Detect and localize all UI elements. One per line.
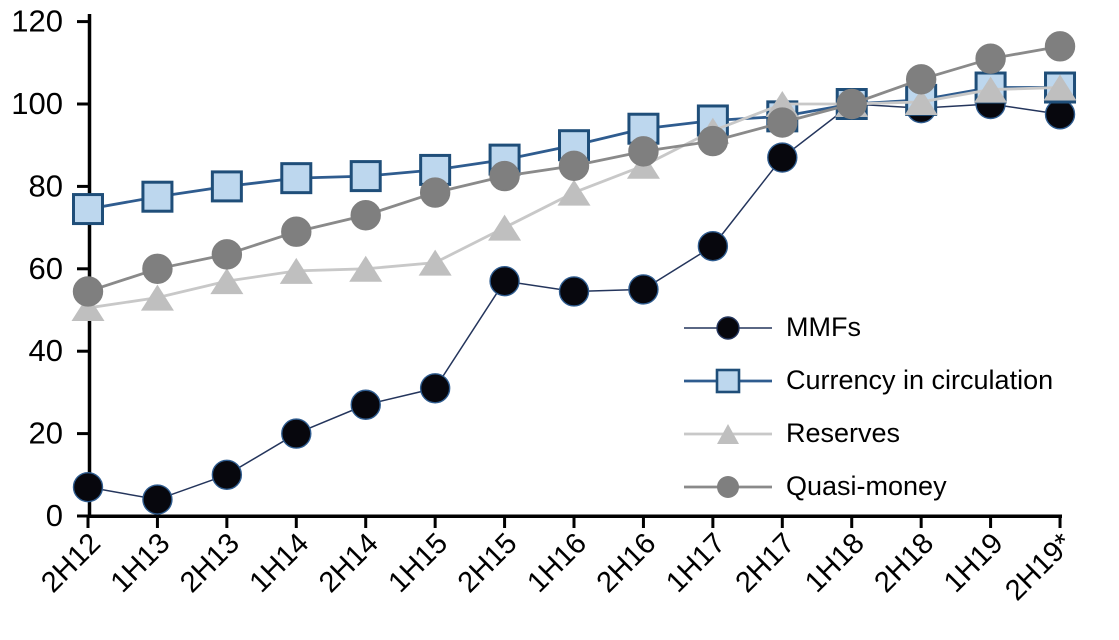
y-tick-label: 120 xyxy=(11,4,63,39)
legend: MMFs Currency in circulation Reserves Qu… xyxy=(682,301,1053,513)
x-tick-label: 2H19* xyxy=(999,527,1079,607)
x-tick-label: 1H18 xyxy=(799,527,871,599)
mmfs-marker xyxy=(697,230,729,262)
quasi-money-legend-marker-icon xyxy=(684,475,772,498)
legend-label-reserves: Reserves xyxy=(786,418,901,448)
mmfs-marker xyxy=(628,274,659,305)
quasi-money-marker xyxy=(72,276,104,307)
y-tick-label: 40 xyxy=(29,333,63,368)
quasi-money-marker xyxy=(975,43,1006,74)
x-tick-label: 2H14 xyxy=(313,527,385,599)
mmfs-marker xyxy=(72,471,104,503)
y-tick-label: 60 xyxy=(29,251,63,286)
currency-in-circulation-marker xyxy=(210,170,243,203)
x-tick-label: 1H13 xyxy=(105,527,177,599)
reserves-marker xyxy=(418,249,452,276)
mmfs-marker xyxy=(281,418,312,449)
quasi-money-marker xyxy=(697,125,729,157)
reserves-marker xyxy=(279,257,313,284)
quasi-money-marker xyxy=(767,107,798,138)
legend-item-quasi-money: Quasi-money xyxy=(682,460,1053,513)
mmfs-marker xyxy=(419,373,451,404)
legend-item-currency: Currency in circulation xyxy=(682,354,1053,407)
quasi-money-marker xyxy=(419,177,451,208)
quasi-money-marker xyxy=(281,216,312,247)
currency-in-circulation-marker xyxy=(349,160,382,193)
quasi-money-marker xyxy=(211,239,243,270)
mmfs-marker xyxy=(558,276,590,307)
currency-in-circulation-marker xyxy=(72,193,104,226)
reserves-legend-marker-icon xyxy=(684,423,772,444)
legend-item-reserves: Reserves xyxy=(682,407,1053,460)
legend-label-currency: Currency in circulation xyxy=(786,365,1054,395)
mmfs-marker xyxy=(211,459,243,490)
mmfs-marker xyxy=(142,484,173,515)
quasi-money-marker xyxy=(1044,31,1076,62)
x-tick-label: 1H14 xyxy=(244,527,316,599)
reserves-marker xyxy=(71,294,105,321)
reserves-marker xyxy=(904,88,938,115)
quasi-money-marker xyxy=(142,253,173,284)
x-tick-label: 2H15 xyxy=(452,527,524,599)
legend-label-quasi-money: Quasi-money xyxy=(786,471,947,501)
legend-label-mmfs: MMFs xyxy=(786,312,861,342)
legend-item-mmfs: MMFs xyxy=(682,301,1053,354)
y-tick-label: 100 xyxy=(11,86,63,121)
y-tick-label: 0 xyxy=(46,498,63,533)
x-tick-label: 1H19 xyxy=(938,527,1010,599)
reserves-marker xyxy=(1043,74,1077,101)
x-tick-label: 2H13 xyxy=(174,527,246,599)
currency-in-circulation-marker xyxy=(141,180,174,213)
quasi-money-marker xyxy=(905,64,937,95)
currency-legend-marker-icon xyxy=(684,368,772,393)
reserves-marker xyxy=(557,179,591,206)
x-tick-label: 1H17 xyxy=(660,527,732,599)
mmfs-marker xyxy=(767,142,798,173)
mmfs-marker xyxy=(489,265,520,297)
quasi-money-marker xyxy=(628,136,659,167)
reserves-marker xyxy=(974,76,1008,103)
reserves-marker xyxy=(349,255,383,282)
y-tick-label: 80 xyxy=(29,168,63,203)
reserves-marker xyxy=(140,284,174,311)
x-tick-label: 2H18 xyxy=(868,527,940,599)
x-tick-label: 2H12 xyxy=(35,527,107,599)
x-tick-label: 1H16 xyxy=(521,527,593,599)
reserves-marker xyxy=(488,214,522,241)
x-tick-label: 1H15 xyxy=(382,527,454,599)
currency-in-circulation-marker xyxy=(280,162,313,195)
mmfs-legend-marker-icon xyxy=(684,315,772,340)
reserves-marker xyxy=(210,268,244,295)
quasi-money-marker xyxy=(558,150,590,182)
quasi-money-marker xyxy=(489,160,520,192)
quasi-money-marker xyxy=(350,200,381,231)
quasi-money-marker xyxy=(836,88,867,120)
y-tick-label: 20 xyxy=(29,416,63,451)
mmfs-marker xyxy=(1044,99,1076,130)
x-tick-label: 2H16 xyxy=(591,527,663,599)
x-tick-label: 2H17 xyxy=(730,527,802,599)
mmfs-marker xyxy=(350,389,381,420)
